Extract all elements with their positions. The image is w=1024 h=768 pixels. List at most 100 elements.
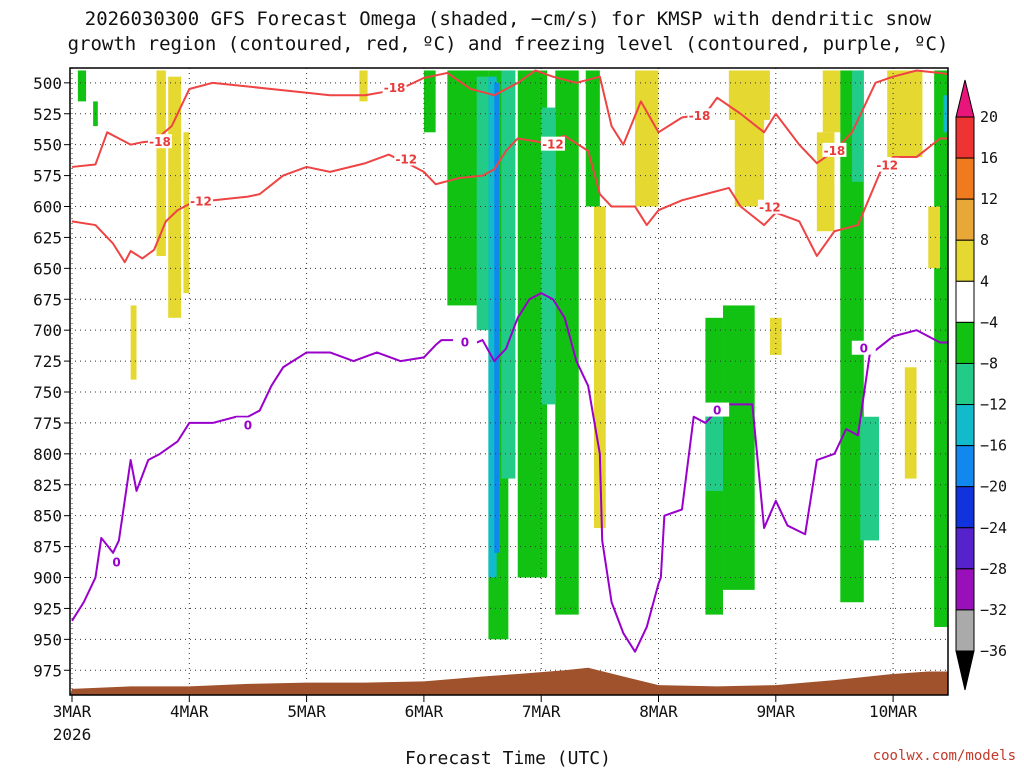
omega-band-day5-yellow3 — [734, 82, 765, 207]
colorbar-bin-0 — [955, 116, 975, 159]
red-minus18-label-bg-2 — [687, 108, 712, 123]
colorbar-label-4: 4 — [980, 272, 989, 290]
colorbar-label-9: −20 — [980, 478, 1007, 496]
omega-band-day5-green2 — [723, 305, 755, 590]
y-tick-label-625: 625 — [33, 228, 62, 247]
red-minus12-label-4: -12 — [876, 159, 898, 173]
red-minus12-label-3: -12 — [759, 201, 781, 215]
y-tick-label-675: 675 — [33, 290, 62, 309]
omega-band-day0-y1 — [156, 70, 166, 256]
red-minus12-label-bg-3 — [757, 199, 782, 214]
y-tick-label-775: 775 — [33, 414, 62, 433]
omega-band-day0-y4 — [130, 305, 137, 380]
omega-band-day2-y — [359, 70, 368, 102]
colorbar-bin-3 — [955, 239, 975, 282]
omega-band-day7-green — [934, 70, 948, 627]
omega-band-day6-green — [840, 70, 864, 603]
purple-freezing-level-label-0: 0 — [112, 556, 120, 570]
contours: -18 -18 -18 -18 -12 -12 -12 -12 -12 0 0 0 0 0 — [71, 69, 949, 653]
omega-band-day3-green1 — [423, 70, 436, 133]
y-axis: 500 525 550 575 600 625 650 675 700 725 750 775 800 8… — [33, 74, 70, 680]
colorbar-bottom-tip — [955, 650, 975, 691]
colorbar-bin-12 — [955, 609, 975, 652]
red-minus12-label-bg-4 — [875, 157, 900, 172]
omega-band-day5-yellow — [635, 70, 659, 207]
purple-freezing-level-label-bg-2 — [452, 334, 477, 349]
x-tick-label-7MAR: 7MAR — [522, 702, 561, 721]
y-tick-label-550: 550 — [33, 136, 62, 155]
omega-band-day4-teal — [541, 107, 556, 405]
omega-band-day4-yellow — [593, 206, 606, 529]
colorbar-label-0: 20 — [980, 108, 998, 126]
y-tick-label-850: 850 — [33, 507, 62, 526]
colorbar-label-13: −36 — [980, 642, 1007, 660]
title-line2: growth region (contoured, red, ºC) and f… — [68, 33, 949, 55]
y-tick-label-950: 950 — [33, 630, 62, 649]
y-tick-label-700: 700 — [33, 321, 62, 340]
terrain-fill — [70, 667, 948, 695]
x-tick-label-10MAR: 10MAR — [869, 702, 918, 721]
red-minus18-label-1: -18 — [149, 135, 171, 149]
omega-band-day6-yellow — [822, 70, 841, 133]
y-tick-label-800: 800 — [33, 445, 62, 464]
red-minus18-label-0: -18 — [384, 81, 406, 95]
x-tick-label-8MAR: 8MAR — [639, 702, 678, 721]
omega-band-day4-green — [555, 70, 579, 615]
omega-band-day6-teal — [852, 70, 864, 182]
omega-band-day3-teal2 — [501, 70, 516, 479]
title-line1: 2026030300 GFS Forecast Omega (shaded, −… — [85, 8, 932, 30]
omega-band-day3-cyan — [488, 76, 497, 578]
y-tick-label-525: 525 — [33, 105, 62, 124]
purple-freezing-level-label-3: 0 — [713, 404, 721, 418]
purple-freezing-level-label-bg-3 — [705, 402, 730, 417]
y-tick-label-925: 925 — [33, 599, 62, 618]
y-tick-label-650: 650 — [33, 259, 62, 278]
red-minus18-label-2: -18 — [689, 109, 711, 123]
omega-band-day0-y3 — [183, 132, 190, 294]
colorbar-label-5: −4 — [980, 313, 998, 331]
y-tick-label-725: 725 — [33, 352, 62, 371]
purple-freezing-level-label-bg-0 — [104, 554, 129, 569]
omega-band-day0-y2 — [168, 76, 182, 318]
colorbar-bin-6 — [955, 362, 975, 406]
purple-freezing-level-line — [71, 292, 948, 653]
y-tick-label-825: 825 — [33, 476, 62, 495]
purple-freezing-level-label-bg-4 — [851, 340, 876, 355]
x-tick-label-3MAR: 3MAR — [53, 702, 92, 721]
red-minus12-label-bg-1 — [394, 151, 419, 166]
credit-text[interactable]: coolwx.com/models — [873, 748, 1016, 764]
colorbar-label-8: −16 — [980, 437, 1007, 455]
colorbar-label-10: −24 — [980, 519, 1007, 537]
omega-band-day4-green2 — [585, 70, 600, 207]
red-minus12-label-1: -12 — [395, 153, 417, 167]
colorbar-bin-8 — [955, 445, 975, 488]
colorbar-label-1: 16 — [980, 149, 998, 167]
x-tick-label-4MAR: 4MAR — [170, 702, 209, 721]
omega-band-day3-teal — [476, 76, 492, 331]
x-tick-label-5MAR: 5MAR — [287, 702, 326, 721]
colorbar-bin-1 — [955, 157, 975, 200]
omega-shading — [77, 70, 948, 640]
x-tick-label-6MAR: 6MAR — [405, 702, 444, 721]
y-tick-label-900: 900 — [33, 569, 62, 588]
y-tick-label-500: 500 — [33, 74, 62, 93]
red-minus12-label-bg-2 — [540, 136, 565, 151]
x-axis: 3MAR 4MAR 5MAR 6MAR 7MAR 8MAR 9MAR 10MAR — [53, 695, 918, 721]
colorbar-label-3: 8 — [980, 231, 989, 249]
colorbar-bin-2 — [955, 198, 975, 241]
colorbar-bin-11 — [955, 568, 975, 611]
y-tick-label-750: 750 — [33, 383, 62, 402]
colorbar-label-6: −8 — [980, 354, 998, 372]
colorbar-bin-4 — [955, 280, 975, 323]
x-axis-label: Forecast Time (UTC) — [405, 748, 611, 768]
terrain — [70, 667, 948, 695]
omega-band-day6-teal2 — [860, 416, 880, 541]
colorbar-label-12: −32 — [980, 601, 1007, 619]
x-tick-label-9MAR: 9MAR — [757, 702, 796, 721]
purple-freezing-level-label-bg-1 — [235, 417, 260, 432]
red-minus18-label-bg-0 — [382, 79, 407, 94]
plot-frame — [69, 67, 949, 696]
red-minus12-label-0: -12 — [190, 195, 212, 209]
red-minus18-label-bg-1 — [147, 134, 172, 149]
red-minus12-label-2: -12 — [542, 138, 564, 152]
